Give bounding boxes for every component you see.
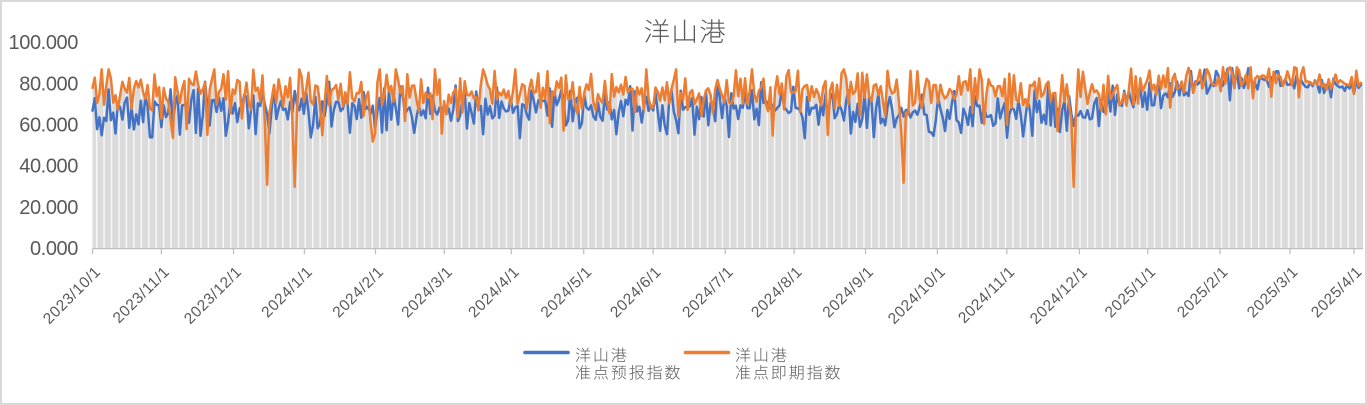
svg-text:60.000: 60.000 [19,115,78,137]
svg-text:100.000: 100.000 [9,32,79,54]
svg-text:0.000: 0.000 [30,238,78,260]
svg-text:40.000: 40.000 [19,156,78,178]
svg-text:80.000: 80.000 [19,73,78,95]
svg-text:20.000: 20.000 [19,197,78,219]
